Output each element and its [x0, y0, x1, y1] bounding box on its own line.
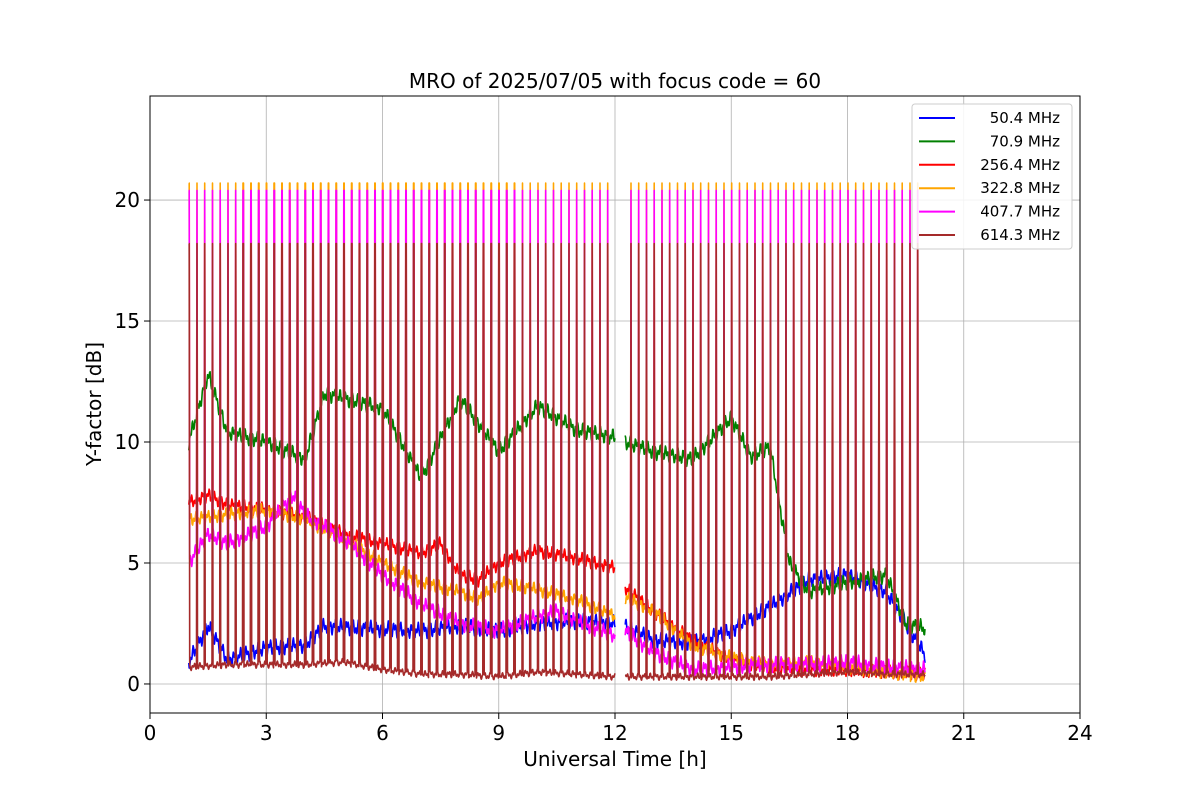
chart-title: MRO of 2025/07/05 with focus code = 60: [409, 69, 821, 93]
legend-entry: 322.8 MHz: [919, 179, 1060, 197]
x-tick-label: 3: [260, 721, 273, 745]
series-line: [188, 566, 926, 669]
legend-entry: 614.3 MHz: [919, 226, 1060, 244]
x-tick-label: 15: [719, 721, 744, 745]
legend-entry: 50.4 MHz: [919, 109, 1060, 127]
x-tick-label: 9: [492, 721, 505, 745]
axis-ticks: 0 3 6 9 12 15 18 21 24 0 5 10 15 20: [115, 188, 1093, 745]
x-tick-label: 6: [376, 721, 389, 745]
y-tick-label: 10: [115, 430, 140, 454]
legend: 50.4 MHz 70.9 MHz 256.4 MHz 322.8 MHz 407.7 …: [911, 103, 1073, 250]
legend-label: 407.7 MHz: [980, 203, 1060, 221]
series-line: [188, 371, 926, 636]
y-tick-label: 5: [127, 551, 140, 575]
legend-entry: 256.4 MHz: [919, 156, 1060, 174]
series-line: [188, 189, 926, 679]
y-tick-label: 15: [115, 309, 140, 333]
legend-label: 614.3 MHz: [980, 226, 1060, 244]
x-tick-label: 24: [1067, 721, 1092, 745]
legend-label: 322.8 MHz: [980, 179, 1060, 197]
series-line: [188, 242, 926, 682]
legend-entry: 407.7 MHz: [919, 203, 1060, 221]
legend-label: 256.4 MHz: [980, 156, 1060, 174]
x-tick-label: 18: [835, 721, 860, 745]
plot-area: [188, 182, 926, 683]
x-tick-label: 12: [602, 721, 627, 745]
y-tick-label: 20: [115, 188, 140, 212]
legend-box: [911, 103, 1073, 250]
y-axis-label: Y-factor [dB]: [82, 342, 106, 467]
y-tick-label: 0: [127, 672, 140, 696]
legend-entry: 70.9 MHz: [919, 132, 1060, 150]
x-axis-label: Universal Time [h]: [523, 747, 706, 771]
x-tick-label: 0: [144, 721, 157, 745]
legend-label: 70.9 MHz: [990, 132, 1060, 150]
x-tick-label: 21: [951, 721, 976, 745]
legend-label: 50.4 MHz: [990, 109, 1060, 127]
